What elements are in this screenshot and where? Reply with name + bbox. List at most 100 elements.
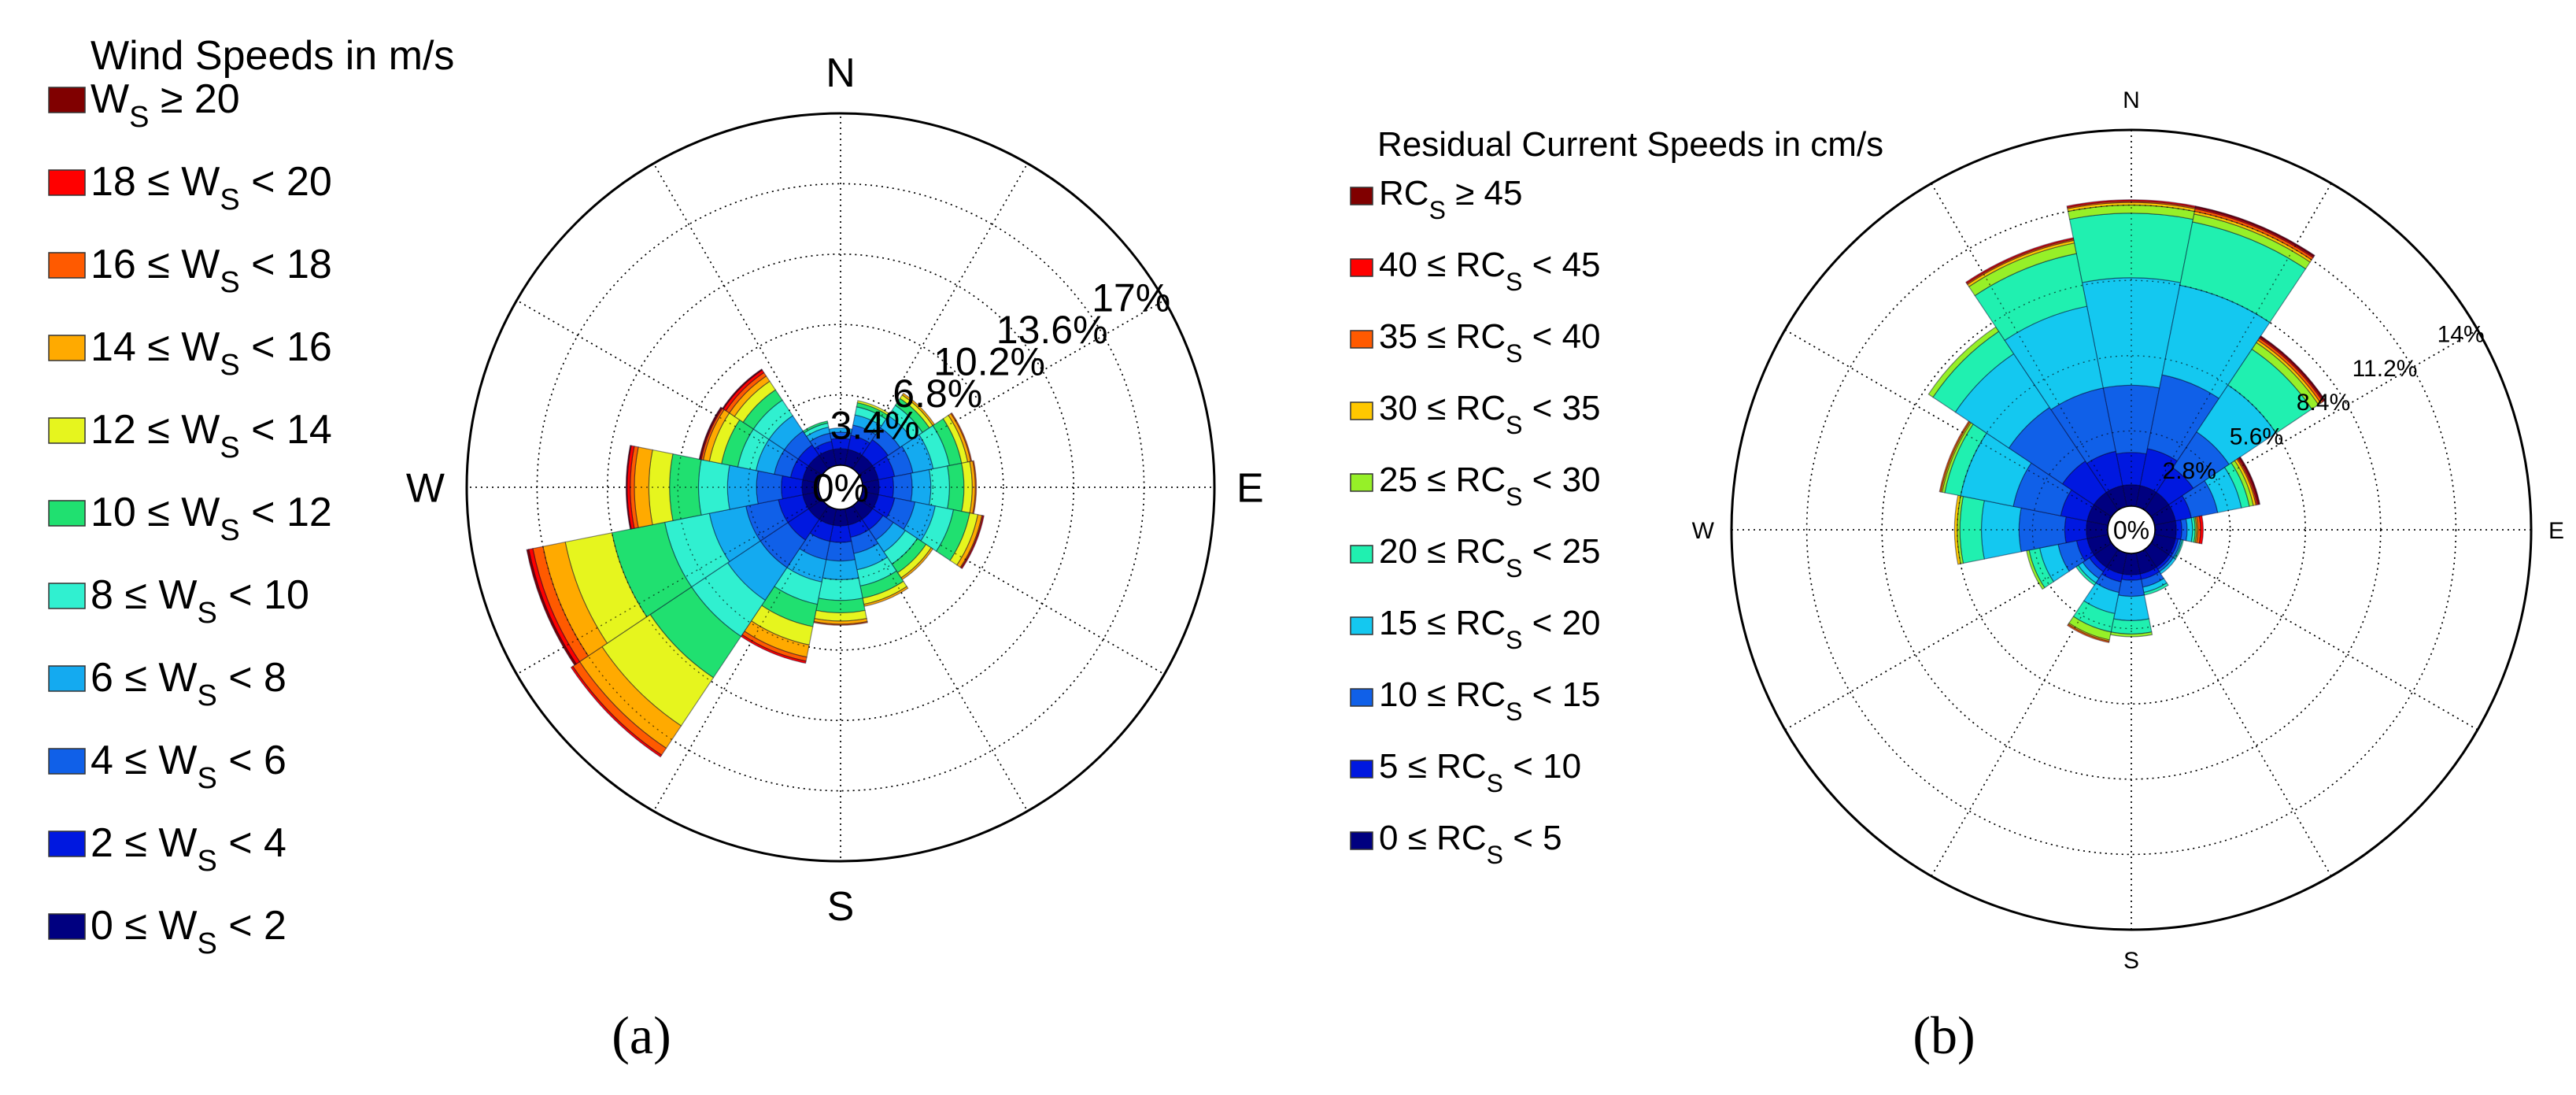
rose-wedge — [697, 459, 730, 516]
rose-wedge — [814, 609, 867, 622]
legend-label: 2 ≤ WS < 4 — [91, 820, 286, 878]
legend-b: RCS ≥ 45 40 ≤ RCS < 45 35 ≤ RCS < 40 30 ≤ R… — [1350, 174, 1601, 869]
legend-label: 10 ≤ WS < 12 — [91, 490, 332, 547]
grid-spoke-overlay — [1931, 183, 2120, 510]
legend-label: 8 ≤ WS < 10 — [91, 572, 309, 630]
rose-wedge — [783, 430, 813, 460]
ring-label: 3.4% — [830, 404, 920, 448]
grid-spoke-overlay — [516, 299, 822, 477]
rose-wedge — [901, 434, 934, 474]
rose-wedge — [2095, 573, 2122, 594]
grid-spoke-overlay — [1784, 541, 2112, 731]
legend-a: WS ≥ 20 18 ≤ WS < 20 16 ≤ WS < 18 14 ≤ WS <… — [48, 76, 332, 960]
grid-spoke-overlay — [851, 163, 1029, 469]
rose-wedge — [2196, 384, 2277, 465]
legend-swatch — [1350, 760, 1373, 779]
direction-label-s: S — [2123, 948, 2139, 974]
rose-wedge — [2116, 452, 2147, 486]
rose-wedge — [722, 368, 763, 410]
rose-wedge — [2171, 431, 2230, 490]
grid-ring-overlay — [1957, 355, 2306, 705]
grid-ring-overlay — [677, 324, 1004, 651]
rose-wedge — [774, 449, 799, 479]
rose-wedge — [2072, 600, 2116, 633]
grid-spoke-overlay — [1784, 329, 2112, 519]
legend-swatch — [48, 913, 86, 940]
panel-label-a: (a) — [612, 1005, 671, 1065]
legend-swatch — [48, 417, 86, 444]
legend-label: 5 ≤ RCS < 10 — [1379, 747, 1581, 797]
rose-wedge — [571, 660, 667, 757]
rose-wedge — [935, 509, 970, 561]
legend-swatch — [1350, 187, 1373, 205]
rose-wedge — [885, 446, 914, 478]
legend-label: 10 ≤ RCS < 15 — [1379, 675, 1601, 726]
legend-label: 12 ≤ WS < 14 — [91, 407, 332, 464]
rose-wedge — [948, 412, 972, 463]
direction-label-e: E — [2548, 518, 2564, 544]
direction-label-n: N — [826, 50, 856, 96]
center-label: 0% — [2113, 516, 2149, 545]
rose-wedge — [956, 513, 983, 568]
rose-wedge — [2064, 516, 2088, 544]
ring-label: 6.8% — [893, 372, 982, 416]
rose-wedge — [2251, 342, 2319, 410]
ring-label: 13.6% — [996, 308, 1108, 352]
grid-spoke-overlay — [1931, 549, 2120, 877]
rose-wedge — [888, 404, 924, 440]
legend-swatch — [48, 748, 86, 775]
direction-label-w: W — [1692, 518, 1715, 544]
rose-wedge — [813, 618, 868, 625]
ring-label: 14% — [2437, 321, 2485, 347]
legend-swatch — [48, 500, 86, 527]
rose-wedge — [698, 406, 723, 461]
legend-swatch — [1350, 401, 1373, 420]
rose-wedge — [961, 461, 973, 514]
rose-wedge — [2140, 571, 2165, 588]
legend-swatch — [48, 335, 86, 361]
legend-label: 0 ≤ RCS < 5 — [1379, 819, 1562, 869]
rose-wedge — [699, 407, 723, 461]
legend-swatch — [48, 252, 86, 279]
legend-label: RCS ≥ 45 — [1379, 174, 1522, 224]
rose-wedge — [947, 462, 965, 512]
rose-wedge — [959, 515, 984, 569]
legend-label: 20 ≤ RCS < 25 — [1379, 532, 1601, 583]
ring-label: 5.6% — [2230, 424, 2283, 450]
rose-wedge — [1968, 242, 2077, 297]
grid-spoke-overlay — [2142, 549, 2332, 877]
rose-wedge — [601, 613, 715, 727]
legend-label: 35 ≤ RCS < 40 — [1379, 317, 1601, 368]
legend-label: 16 ≤ WS < 18 — [91, 242, 332, 299]
rose-wedge — [2083, 582, 2120, 615]
rose-wedge — [2194, 205, 2315, 257]
rose-wedge — [2238, 456, 2261, 505]
legend-title-a: Wind Speeds in m/s — [91, 33, 454, 79]
grid-spoke-overlay — [2142, 183, 2332, 510]
legend-label: 25 ≤ RCS < 30 — [1379, 461, 1601, 511]
rose-wedge — [2230, 460, 2254, 507]
rose-wedge — [2259, 335, 2327, 402]
grid-spoke-overlay — [2151, 329, 2478, 519]
legend-label: 0 ≤ WS < 2 — [91, 903, 286, 960]
rose-wedge — [2068, 616, 2112, 641]
rose-wedge — [2181, 479, 2219, 519]
rose-wedge — [2227, 348, 2313, 434]
rose-wedge — [626, 445, 635, 530]
legend-label: 15 ≤ RCS < 20 — [1379, 604, 1601, 654]
rose-wedge — [899, 394, 934, 429]
rose-wedge — [768, 415, 804, 451]
rose-wedge — [942, 414, 969, 464]
legend-label: 4 ≤ WS < 6 — [91, 738, 286, 795]
rose-center-hole — [818, 464, 863, 510]
legend-title-b: Residual Current Speeds in cm/s — [1377, 125, 1883, 164]
rose-wedge — [740, 634, 807, 664]
legend-swatch — [48, 665, 86, 692]
direction-label-w: W — [406, 466, 445, 512]
rose-wedge — [868, 515, 894, 541]
rose-wedge — [723, 369, 765, 412]
legend-swatch — [48, 830, 86, 857]
rose-wedge — [2223, 462, 2250, 509]
legend-label: 18 ≤ WS < 20 — [91, 159, 332, 216]
